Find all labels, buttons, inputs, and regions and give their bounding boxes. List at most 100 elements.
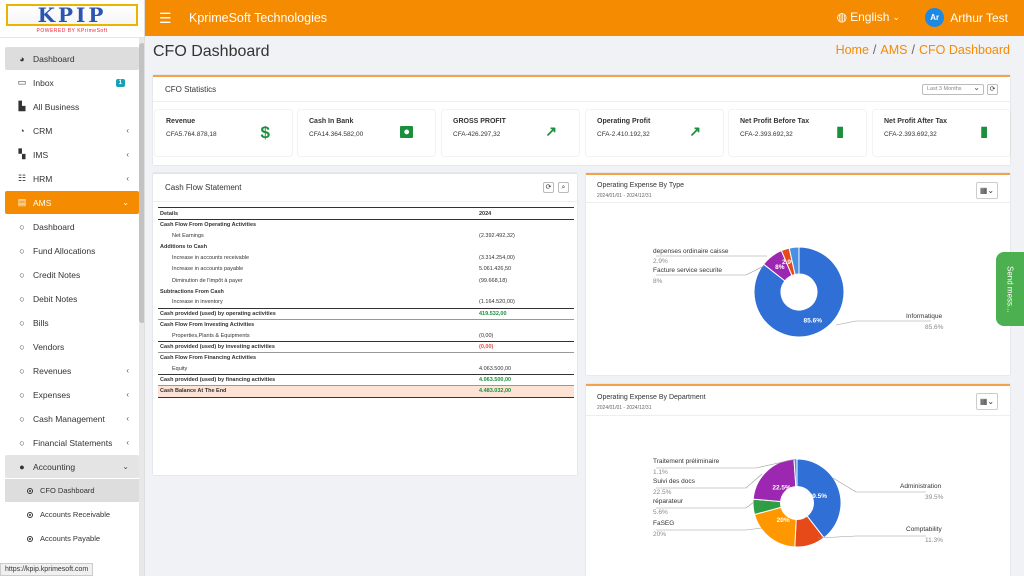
legend-percent: 22.5% [653, 489, 672, 496]
pie-slice-administration[interactable] [796, 458, 842, 539]
legend-label: depenses ordinaire caisse [653, 248, 729, 255]
card-title: CFO Statistics [165, 84, 217, 94]
chevron-left-icon: ‹ [126, 174, 129, 183]
sidebar-item-financial-statements[interactable]: ○ Financial Statements ‹ [5, 431, 139, 454]
sidebar-item-ims[interactable]: ▚ IMS ‹ [5, 143, 139, 166]
stat-value: CFA-2.393.692,32 [740, 131, 793, 138]
search-button[interactable]: ⌕ [558, 182, 569, 193]
sidebar-item-accounting[interactable]: ● Accounting ⌄ [5, 455, 139, 478]
row-value: (99.668,18) [479, 277, 508, 284]
row-value: (0,00) [479, 332, 494, 339]
row-value: (3.314.254,00) [479, 255, 515, 262]
sidebar-item-dashboard[interactable]: ◕ Dashboard [5, 47, 139, 70]
sidebar-item-fund-allocations[interactable]: ○ Fund Allocations [5, 239, 139, 262]
breadcrumb-ams[interactable]: AMS [880, 43, 908, 57]
period-select[interactable]: Last 3 Months [922, 83, 984, 95]
table-row: Equity 4.063.500,00 [158, 364, 574, 375]
sidebar-item-accounts-payable[interactable]: Accounts Payable [5, 527, 139, 550]
sidebar-item-expenses[interactable]: ○ Expenses ‹ [5, 383, 139, 406]
row-label: Properties,Plants & Equipments [172, 332, 250, 339]
leader-line [656, 501, 755, 509]
sidebar-scrollbar[interactable] [139, 38, 144, 576]
row-value [477, 242, 574, 253]
breadcrumb-home[interactable]: Home [835, 43, 869, 57]
chevron-left-icon: ‹ [126, 366, 129, 375]
leader-line [656, 265, 765, 276]
leader-line [656, 527, 763, 531]
language-selector[interactable]: ◍ English ⌄ [837, 10, 900, 24]
sidebar-item-ams[interactable]: ▤ AMS ⌄ [5, 191, 139, 214]
circle-icon: ○ [19, 341, 25, 352]
table-row: Increase in accounts receivable (3.314.25… [158, 253, 574, 264]
stat-value: CFA14.364.582,00 [309, 131, 364, 138]
language-label: English [850, 10, 890, 24]
row-label: Subtractions From Cash [160, 288, 224, 295]
row-value: 419.532,00 [477, 307, 574, 320]
pie-icon: ◔ [19, 125, 25, 136]
row-value: (1.164.520,00) [479, 299, 515, 306]
leader-line [832, 477, 926, 493]
row-value [477, 353, 574, 364]
refresh-button[interactable]: ⟳ [987, 84, 998, 95]
status-bar-url: https://kpip.kprimesoft.com [0, 563, 94, 576]
sidebar-item-cash-management[interactable]: ○ Cash Management ‹ [5, 407, 139, 430]
sidebar-item-inbox[interactable]: ▭ Inbox 1 [5, 71, 139, 94]
stat-card-operating-profit: Operating Profit CFA-2.410.192,32 ↗ [586, 110, 723, 156]
stat-title: GROSS PROFIT [453, 118, 506, 125]
scrollbar-thumb[interactable] [139, 43, 144, 323]
table-row: Cash Balance At The End 4.483.032,00 [158, 385, 574, 398]
invoice-icon: ▮ [980, 123, 988, 139]
sidebar-item-accounts-receivable[interactable]: Accounts Receivable [5, 503, 139, 526]
stat-card-gross-profit: GROSS PROFIT CFA-426.297,32 ↗ [442, 110, 579, 156]
sidebar-item-cfo-dashboard[interactable]: CFO Dashboard [5, 479, 139, 502]
legend-percent: 1.1% [653, 469, 668, 476]
slice-label: 2.9% [782, 259, 797, 266]
table-row: Increase in accounts payable 5.061.426,50 [158, 264, 574, 275]
refresh-button[interactable]: ⟳ [543, 182, 554, 193]
trend-icon: ↗ [689, 123, 701, 139]
sidebar-item-label: Accounting [33, 461, 76, 472]
pie-slice-other[interactable] [788, 246, 800, 276]
row-label: Diminution de l'impôt à payer [172, 277, 243, 284]
send-message-button[interactable]: Send mess... [996, 252, 1024, 326]
sidebar-item-ams-dashboard[interactable]: ○ Dashboard [5, 215, 139, 238]
slice-label: 8% [775, 264, 785, 271]
row-label: Cash Flow From Operating Activities [160, 222, 257, 229]
sidebar-item-label: Vendors [33, 341, 65, 352]
sidebar-item-hrm[interactable]: ☷ HRM ‹ [5, 167, 139, 190]
sidebar-item-label: Bills [33, 317, 49, 328]
cash-flow-table: Details 2024 Cash Flow From Operating Ac… [158, 207, 574, 398]
row-label: Cash Flow From Financing Activities [160, 355, 257, 362]
sidebar-item-all-business[interactable]: ▙ All Business [5, 95, 139, 118]
sidebar-item-bills[interactable]: ○ Bills [5, 311, 139, 334]
legend-percent: 2.9% [653, 258, 668, 265]
logo[interactable]: KPIP POWERED BY KPrimeSoft [0, 0, 144, 38]
stat-card-cash-in-bank: Cash In Bank CFA14.364.582,00 ● [298, 110, 435, 156]
circle-icon: ○ [19, 365, 25, 376]
calendar-dropdown-button[interactable]: ▦⌄ [976, 182, 998, 199]
calendar-dropdown-button[interactable]: ▦⌄ [976, 393, 998, 410]
pie-slice-informatique[interactable] [753, 246, 845, 338]
sidebar-item-credit-notes[interactable]: ○ Credit Notes [5, 263, 139, 286]
user-menu[interactable]: Ar Arthur Test [925, 8, 1008, 27]
sidebar-item-vendors[interactable]: ○ Vendors [5, 335, 139, 358]
hamburger-icon[interactable]: ☰ [159, 9, 172, 26]
chart-title: Operating Expense By Department [597, 394, 706, 401]
row-label: Additions to Cash [160, 244, 208, 251]
sidebar-item-crm[interactable]: ◔ CRM ‹ [5, 119, 139, 142]
row-label: Cash provided (used) by investing activi… [158, 341, 477, 354]
sidebar-item-label: HRM [33, 173, 53, 184]
legend-label: Suivi des docs [653, 478, 695, 485]
row-label: Increase in inventory [172, 299, 223, 306]
sidebar-item-debit-notes[interactable]: ○ Debit Notes [5, 287, 139, 310]
sitemap-icon: ☷ [17, 173, 27, 183]
legend-percent: 5.6% [653, 509, 668, 516]
cfo-statistics-card: CFO Statistics Last 3 Months ⟳ [153, 75, 1010, 165]
chart-subtitle: 2024/01/01 - 2024/12/31 [597, 405, 652, 411]
sidebar-item-label: Credit Notes [33, 269, 81, 280]
chevron-left-icon: ‹ [126, 150, 129, 159]
card-header: Cash Flow Statement [153, 174, 577, 202]
sidebar-item-revenues[interactable]: ○ Revenues ‹ [5, 359, 139, 382]
row-value: (2.392.492,32) [479, 233, 515, 240]
sidebar-item-label: Dashboard [33, 53, 75, 64]
